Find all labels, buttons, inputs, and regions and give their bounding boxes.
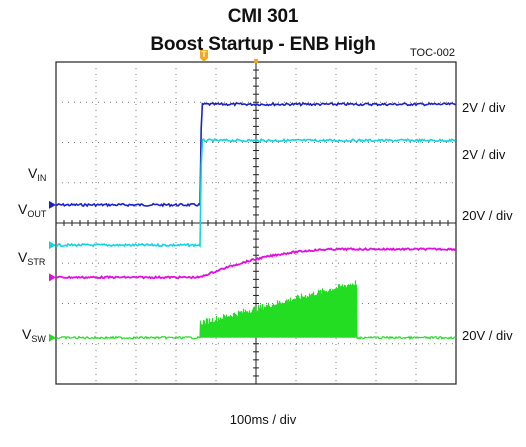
scale-vout: 2V / div	[462, 147, 506, 162]
scale-vstr: 20V / div	[462, 208, 513, 223]
chart-subtitle: Boost Startup - ENB High	[150, 34, 376, 55]
trace-str	[55, 247, 457, 280]
channel-marker-in	[49, 200, 56, 209]
time-scale-label: 100ms / div	[229, 412, 297, 427]
center-marker-icon	[254, 59, 258, 63]
scale-vin: 2V / div	[462, 100, 506, 115]
figure-tag: TOC-002	[410, 47, 456, 59]
scale-vsw: 20V / div	[462, 328, 513, 343]
trace-sw	[55, 280, 457, 341]
channel-marker-out	[49, 241, 56, 250]
label-vstr: VSTR	[18, 249, 46, 267]
channel-marker-str	[49, 273, 56, 282]
trigger-marker-icon	[200, 50, 208, 62]
trace-in	[55, 101, 456, 208]
label-vout: VOUT	[18, 201, 47, 219]
label-vin: VIN	[28, 165, 47, 183]
label-vsw: VSW	[22, 326, 46, 344]
trace-out	[55, 137, 456, 248]
channel-marker-sw	[49, 333, 56, 342]
trigger-marker-label: T	[202, 50, 207, 59]
chart-title: CMI 301	[227, 6, 299, 27]
